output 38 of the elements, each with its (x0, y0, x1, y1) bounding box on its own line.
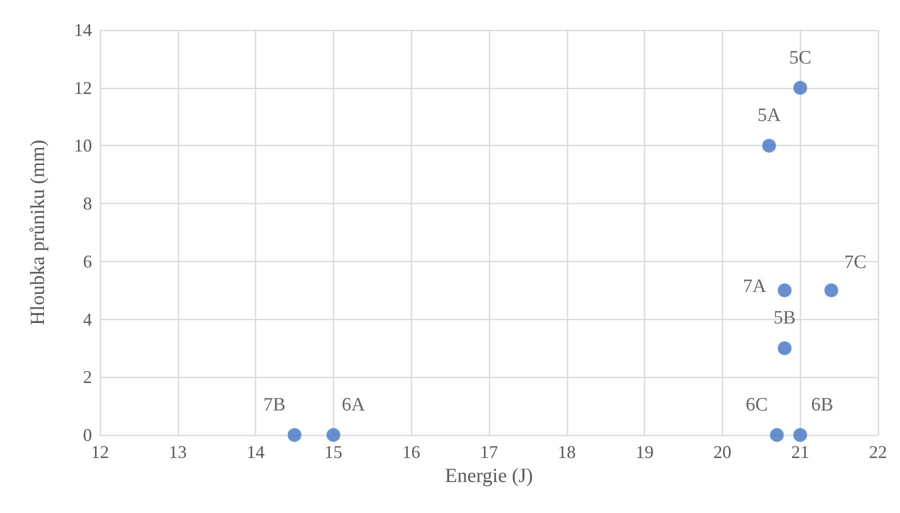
x-tick-label: 16 (402, 442, 420, 462)
y-tick-label: 14 (74, 20, 92, 40)
point (762, 138, 776, 153)
x-tick-label: 18 (558, 442, 576, 462)
x-tick-label: 17 (480, 442, 498, 462)
y-tick-label: 2 (83, 367, 92, 388)
point (770, 428, 784, 442)
annotation: 7C (844, 252, 866, 273)
x-tick-label: 15 (324, 442, 342, 462)
point (824, 283, 838, 298)
annotation: 7A (743, 276, 767, 297)
x-tick-label: 13 (168, 442, 187, 462)
y-tick-label: 12 (74, 78, 92, 98)
annotation: 7B (263, 394, 286, 416)
point (778, 341, 792, 356)
x-tick-label: 19 (636, 442, 654, 462)
x-tick-label: 22 (869, 442, 887, 462)
point (288, 428, 302, 442)
y-tick-label: 6 (83, 251, 92, 272)
x-tick-label: 21 (791, 442, 810, 462)
y-tick-label: 0 (83, 425, 92, 445)
annotation: 5B (774, 308, 796, 329)
annotation: 6C (746, 394, 768, 416)
point (793, 80, 808, 95)
point (326, 428, 340, 442)
y-tick-label: 8 (83, 194, 92, 214)
point (793, 428, 808, 442)
annotation: 5A (757, 105, 781, 126)
point (778, 283, 792, 298)
y-axis-title: Hloubka průniku (mm) (27, 140, 49, 326)
annotation: 6B (811, 394, 834, 416)
x-tick-label: 14 (246, 442, 265, 462)
y-tick-label: 4 (83, 309, 92, 330)
x-tick-label: 20 (713, 442, 732, 462)
y-tick-label: 10 (74, 136, 92, 156)
x-axis-title: Energie (J) (445, 464, 533, 487)
annotation: 5C (789, 47, 812, 68)
annotation: 6A (342, 394, 366, 416)
